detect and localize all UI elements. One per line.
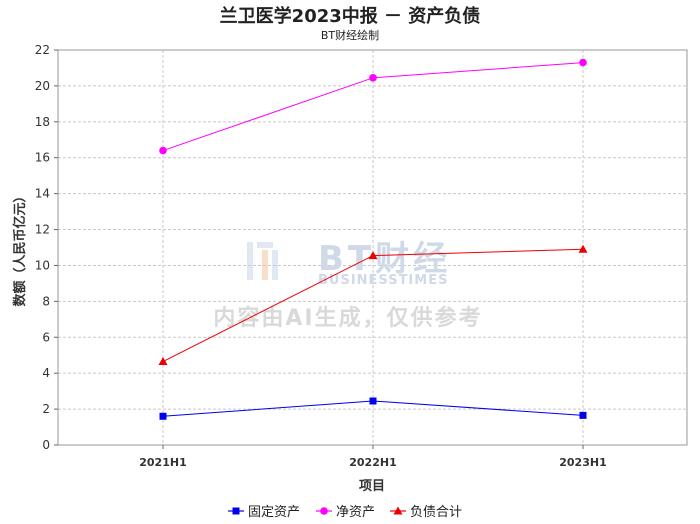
y-tick-label: 8 xyxy=(42,294,50,308)
data-point xyxy=(159,412,167,420)
data-point xyxy=(579,58,587,67)
series-1 xyxy=(159,397,587,420)
y-tick-label: 6 xyxy=(42,330,50,344)
y-tick-label: 10 xyxy=(35,258,50,272)
x-tick-label: 2021H1 xyxy=(139,456,186,469)
y-tick-label: 2 xyxy=(42,402,50,416)
legend-marker xyxy=(232,507,240,515)
legend-item: 负债合计 xyxy=(390,505,462,520)
y-tick-label: 16 xyxy=(35,151,50,165)
legend-label: 固定资产 xyxy=(248,505,300,520)
y-axis-label: 数额（人民币亿元） xyxy=(12,189,28,306)
y-tick-label: 4 xyxy=(42,366,50,380)
data-point xyxy=(579,411,587,419)
watermark-note: 内容由AI生成，仅供参考 xyxy=(213,305,482,331)
x-axis: 2021H1 2022H1 2023H1 xyxy=(139,445,607,469)
chart-subtitle: BT财经绘制 xyxy=(320,29,380,42)
legend-item: 净资产 xyxy=(316,505,375,520)
data-point xyxy=(159,146,167,155)
y-tick-label: 14 xyxy=(35,187,50,201)
legend: 固定资产 净资产 负债合计 xyxy=(228,505,462,520)
data-point xyxy=(368,251,378,260)
legend-marker xyxy=(320,507,328,515)
chart-title: 兰卫医学2023中报 － 资产负债 xyxy=(219,6,481,27)
legend-item: 固定资产 xyxy=(228,505,300,520)
y-tick-label: 20 xyxy=(35,79,50,93)
y-tick-label: 0 xyxy=(42,438,50,452)
y-tick-label: 18 xyxy=(35,115,50,129)
data-point xyxy=(369,74,377,82)
watermark-brand-sub: BUSINESSTIMES xyxy=(318,273,448,288)
legend-label: 净资产 xyxy=(336,505,375,520)
data-point xyxy=(369,397,377,405)
legend-marker xyxy=(393,506,403,515)
series-group xyxy=(158,58,588,420)
data-point xyxy=(158,357,168,366)
data-point xyxy=(578,244,588,253)
x-tick-label: 2023H1 xyxy=(559,456,606,469)
watermark-logo-icon xyxy=(247,242,278,280)
series-2 xyxy=(159,58,587,155)
x-axis-label: 项目 xyxy=(359,479,385,494)
legend-label: 负债合计 xyxy=(410,505,462,520)
y-tick-label: 22 xyxy=(35,43,50,57)
x-tick-label: 2022H1 xyxy=(349,456,396,469)
watermark: BT财经 BUSINESSTIMES 内容由AI生成，仅供参考 xyxy=(213,239,482,331)
y-tick-label: 12 xyxy=(35,223,50,237)
series-3 xyxy=(158,244,588,366)
y-axis: 0 2 4 6 8 10 12 14 16 18 20 22 xyxy=(35,43,58,452)
